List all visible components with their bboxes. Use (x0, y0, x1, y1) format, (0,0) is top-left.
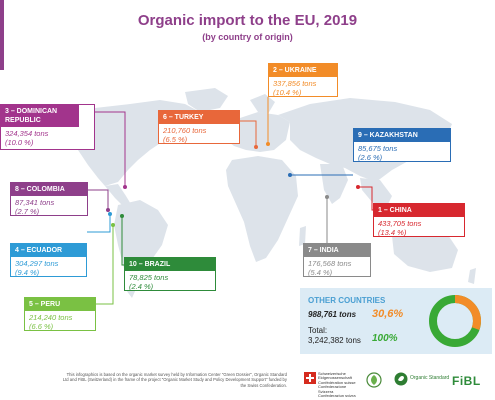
marker-kazakhstan (288, 173, 292, 177)
callout-label-china: 1 – CHINA (374, 204, 464, 217)
callout-label-peru: 5 – PERU (25, 298, 95, 311)
scandinavia-shape (250, 94, 275, 114)
callout-tons-kazakhstan: 85,675 tons (358, 144, 398, 153)
marker-india (325, 195, 329, 199)
swiss-flag-icon (304, 372, 316, 384)
callout-tons-colombia: 87,341 tons (15, 198, 55, 207)
callout-label-colombia: 8 – COLOMBIA (11, 183, 87, 196)
total-share: 100% (372, 333, 398, 344)
organic-standard-logo-text: Organic Standard (410, 375, 450, 381)
other-countries-share: 30,6% (372, 308, 404, 320)
connector-brazil (121, 216, 124, 266)
other-countries-title: OTHER COUNTRIES (308, 296, 386, 305)
callout-tons-china: 433,705 tons (378, 219, 422, 228)
marker-ecuador (108, 212, 112, 216)
greenland-shape (185, 88, 228, 112)
central-america-shape (105, 184, 132, 208)
chart-subtitle: (by country of origin) (202, 32, 293, 42)
total-label: Total: (308, 326, 328, 335)
callout-tons-ukraine: 337,856 tons (273, 79, 317, 88)
fibl-logo: FiBL (452, 374, 481, 388)
callout-share-peru: (6.6 %) (29, 322, 54, 331)
callout-tons-peru: 214,240 tons (29, 313, 73, 322)
marker-peru (111, 223, 115, 227)
connector-ecuador (87, 214, 111, 233)
callout-share-india: (5.4 %) (308, 268, 333, 277)
callout-tons-ecuador: 304,297 tons (15, 259, 59, 268)
callout-label-ukraine: 2 – UKRAINE (269, 64, 337, 77)
callout-share-ecuador: (9.4 %) (15, 268, 40, 277)
callout-india: 7 – INDIA 176,568 tons (5.4 %) (303, 243, 371, 277)
connector-peru (96, 225, 114, 305)
callout-share-brazil: (2.4 %) (129, 282, 154, 291)
callout-brazil: 10 – BRAZIL 78,825 tons (2.4 %) (124, 257, 216, 291)
callout-share-turkey: (6.5 %) (163, 135, 188, 144)
connector-turkey (240, 120, 257, 147)
callout-label-india: 7 – INDIA (304, 244, 370, 257)
total-tons: 3,242,382 tons (308, 336, 361, 345)
callout-kazakhstan: 9 – KAZAKHSTAN 85,675 tons (2.6 %) (353, 128, 451, 162)
india-shape (320, 164, 348, 204)
africa-shape (226, 156, 298, 262)
callout-share-kazakhstan: (2.6 %) (358, 153, 383, 162)
callout-tons-india: 176,568 tons (308, 259, 352, 268)
callout-dominican-republic: 3 – DOMINICAN REPUBLIC 324,354 tons (10.0 … (0, 104, 95, 150)
marker-dominican-republic (123, 185, 127, 189)
callout-colombia: 8 – COLOMBIA 87,341 tons (2.7 %) (10, 182, 88, 216)
callout-label-turkey: 6 – TURKEY (159, 111, 239, 124)
share-donut (429, 295, 481, 347)
marker-china (356, 185, 360, 189)
other-countries-tons: 988,761 tons (308, 310, 357, 319)
callout-share-dominican-republic: (10.0 %) (5, 138, 34, 147)
callout-share-china: (13.4 %) (378, 228, 407, 237)
callout-china: 1 – CHINA 433,705 tons (13.4 %) (373, 203, 465, 237)
se-asia-shape (360, 178, 392, 208)
callout-label-kazakhstan: 9 – KAZAKHSTAN (354, 129, 450, 142)
new-zealand-shape (468, 268, 476, 284)
connector-dominican-republic (95, 111, 126, 187)
callout-label-brazil: 10 – BRAZIL (125, 258, 215, 271)
donut-other-arc (429, 295, 481, 347)
other-countries-panel: OTHER COUNTRIES 988,761 tons 30,6% Total… (300, 288, 492, 354)
marker-ukraine (266, 142, 270, 146)
marker-turkey (254, 145, 258, 149)
marker-brazil (120, 214, 124, 218)
callout-share-colombia: (2.7 %) (15, 207, 40, 216)
callout-label-ecuador: 4 – ECUADOR (11, 244, 86, 257)
swiss-confederation-logo: Schweizerische Eidgenossenschaft Confédé… (318, 371, 356, 399)
callout-label-dominican-republic: 3 – DOMINICAN REPUBLIC (1, 105, 79, 127)
callout-turkey: 6 – TURKEY 210,760 tons (6.5 %) (158, 110, 240, 144)
left-accent-bar (0, 0, 4, 70)
connector-china (358, 186, 373, 211)
chart-title: Organic import to the EU, 2019 (137, 12, 358, 29)
callout-ukraine: 2 – UKRAINE 337,856 tons (10.4 %) (268, 63, 338, 97)
callout-ecuador: 4 – ECUADOR 304,297 tons (9.4 %) (10, 243, 87, 277)
organic-standard-logo-icon (394, 372, 408, 386)
footnote: This infographics is based on the organi… (62, 372, 287, 388)
callout-tons-brazil: 78,825 tons (129, 273, 169, 282)
callout-share-ukraine: (10.4 %) (273, 88, 302, 97)
australia-shape (392, 228, 458, 272)
callout-peru: 5 – PERU 214,240 tons (6.6 %) (24, 297, 96, 331)
green-dossier-logo-icon (366, 372, 382, 388)
callout-tons-turkey: 210,760 tons (163, 126, 207, 135)
callout-tons-dominican-republic: 324,354 tons (5, 129, 49, 138)
connector-colombia (88, 189, 109, 210)
marker-colombia (106, 208, 110, 212)
madagascar-shape (299, 226, 306, 246)
